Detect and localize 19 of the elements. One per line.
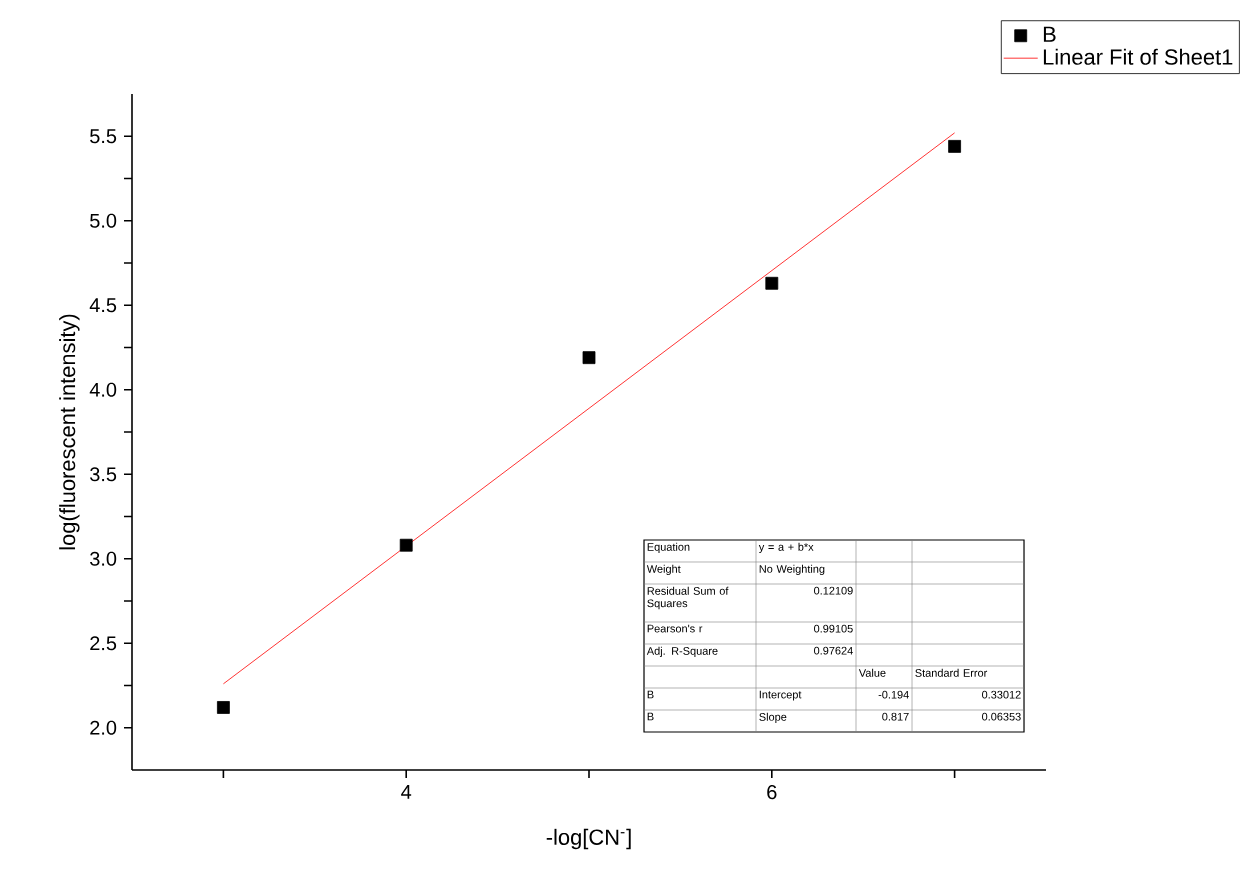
y-tick-label: 4.0 bbox=[89, 382, 117, 397]
y-tick-label: 3.0 bbox=[90, 551, 117, 566]
x-axis-title: -log[CN$^{-}$] bbox=[546, 828, 631, 850]
y-tick-label: 5.5 bbox=[90, 129, 117, 144]
point bbox=[948, 139, 961, 153]
point bbox=[765, 276, 779, 290]
y-tick-label: 3.5 bbox=[90, 467, 117, 482]
y-tick-label: 5.0 bbox=[90, 213, 117, 228]
x-tick-label: 4 bbox=[401, 785, 412, 799]
point bbox=[399, 538, 413, 552]
y-tick-label: 2.5 bbox=[90, 636, 117, 651]
legend-label: Linear Fit of Sheet1 bbox=[1043, 48, 1233, 65]
legend-label: B bbox=[1043, 26, 1056, 42]
y-axis-title: log(fluorescent intensity) bbox=[59, 314, 80, 550]
point bbox=[217, 701, 230, 714]
y-tick-label: 4.5 bbox=[89, 298, 117, 313]
y-tick-label: 2.0 bbox=[90, 720, 117, 735]
point bbox=[582, 351, 596, 365]
x-tick-label: 6 bbox=[767, 785, 777, 800]
